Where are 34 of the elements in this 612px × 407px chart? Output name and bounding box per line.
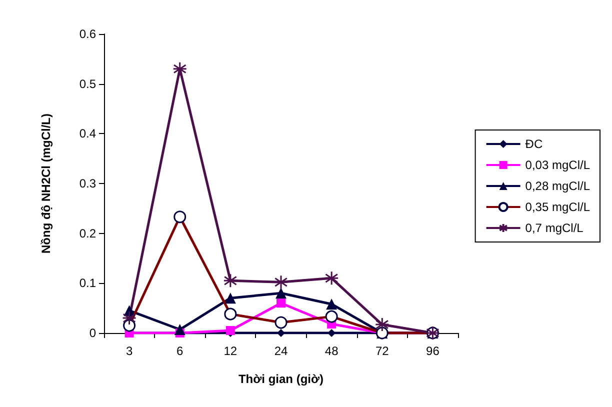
y-tick-label: 0.3 — [79, 176, 96, 190]
legend-label: ĐC — [525, 137, 543, 151]
y-tick-label: 0.2 — [79, 226, 96, 240]
y-tick-label: 0.5 — [79, 76, 96, 91]
x-tick-label: 3 — [126, 344, 133, 358]
y-tick-label: 0.1 — [79, 276, 96, 290]
legend-label: 0,35 mgCl/L — [525, 200, 590, 214]
y-axis-title: Nồng độ NH2Cl (mgCl/L) — [39, 114, 53, 254]
point — [324, 270, 339, 286]
x-tick-label: 24 — [274, 344, 288, 358]
point — [172, 62, 188, 76]
x-tick-label: 12 — [224, 344, 238, 358]
legend-label: 0,03 mgCl/L — [525, 158, 590, 172]
point — [277, 329, 285, 337]
point — [226, 326, 235, 336]
point — [224, 292, 236, 304]
point — [274, 274, 288, 290]
y-tick-label: 0 — [89, 326, 96, 340]
point — [174, 324, 186, 336]
legend-label: 0,28 mgCl/L — [525, 179, 590, 193]
x-tick-label: 48 — [324, 344, 339, 358]
x-tick-label: 72 — [375, 344, 390, 358]
y-tick-label: 0.6 — [79, 27, 96, 41]
point — [276, 288, 286, 299]
x-tick-label: 6 — [176, 344, 184, 358]
x-tick-label: 96 — [426, 344, 440, 358]
point — [276, 298, 286, 308]
point — [122, 310, 137, 326]
point — [374, 317, 390, 332]
point — [326, 298, 338, 310]
legend-label: 0,7 mgCl/L — [525, 221, 584, 235]
y-tick-label: 0.4 — [79, 126, 96, 141]
point — [223, 273, 238, 288]
x-axis-title: Thời gian (giờ) — [238, 372, 324, 386]
